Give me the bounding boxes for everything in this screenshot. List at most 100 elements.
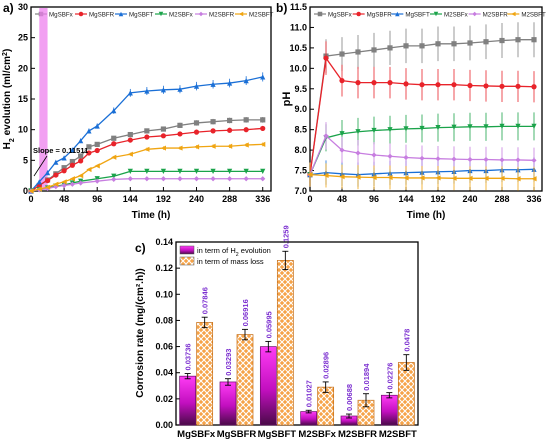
square-marker	[355, 49, 361, 55]
y-tick-label: 0.00	[155, 420, 173, 430]
triangle-up-marker	[111, 108, 117, 114]
bar	[300, 411, 318, 426]
triangle-up-marker	[210, 81, 216, 87]
triangle-up-marker	[227, 80, 233, 86]
diamond-marker	[355, 150, 361, 156]
diamond-marker	[94, 178, 100, 184]
triangle-up-marker	[127, 90, 133, 96]
bar	[179, 375, 197, 426]
x-tick-label: 192	[430, 194, 445, 204]
diamond-marker	[61, 182, 67, 189]
triangle-down-marker	[193, 168, 200, 174]
square-marker	[61, 165, 67, 171]
series-group	[307, 22, 537, 191]
triangle-up-marker	[144, 88, 150, 94]
legend-label: M2SBFT	[249, 12, 274, 19]
circle-marker	[78, 11, 84, 17]
x-tick-label: 96	[369, 194, 379, 204]
y-tick-label: 7.5	[294, 166, 307, 176]
triangle-down-marker	[435, 125, 441, 131]
circle-marker	[451, 82, 457, 88]
legend-label: MgSBFT	[405, 12, 430, 19]
legend-label: M2SBFT	[521, 12, 546, 19]
triangle-left-marker	[86, 166, 92, 173]
diamond-marker	[69, 181, 75, 187]
triangle-down-marker	[403, 126, 409, 132]
x-tick-label: 48	[59, 194, 69, 204]
text-part: in term of H	[197, 246, 236, 255]
square-marker	[387, 45, 393, 51]
circle-marker	[419, 82, 425, 88]
square-marker	[78, 153, 84, 159]
triangle-up-marker	[69, 147, 75, 153]
bar	[397, 362, 415, 426]
triangle-down-marker	[144, 168, 150, 174]
square-marker	[467, 40, 473, 46]
triangle-left-marker	[127, 151, 133, 157]
diamond-marker	[78, 180, 84, 186]
bar	[380, 394, 398, 426]
y-tick-label: 0	[23, 186, 28, 196]
triangle-up-marker	[193, 83, 200, 89]
diamond-marker	[127, 176, 133, 182]
triangle-down-marker	[177, 168, 183, 174]
triangle-down-marker	[158, 11, 164, 17]
series-M2SBFR	[307, 122, 537, 187]
diamond-marker	[435, 156, 441, 162]
triangle-left-marker	[531, 176, 537, 182]
square-marker	[243, 117, 249, 123]
y-tick-label: 7.0	[294, 186, 307, 196]
x-tick-label: 96	[92, 194, 102, 204]
triangle-up-marker	[395, 11, 400, 17]
panel-a-hydrogen-evolution: a) H2 evolution (ml/cm2) Time (h) 0 48 96 1…	[2, 1, 274, 221]
legend-label: MgSBFx	[49, 12, 74, 19]
triangle-up-marker	[86, 128, 92, 134]
triangle-left-marker	[243, 142, 249, 148]
legend-label: M2SBFR	[209, 12, 235, 19]
text-part: evolution	[239, 246, 271, 255]
x-tick-label: 0	[307, 194, 312, 204]
triangle-up-marker	[243, 78, 249, 84]
bar	[259, 346, 277, 426]
text-part: evolution (ml/cm	[2, 56, 13, 138]
x-tick-label: 336	[255, 194, 270, 204]
triangle-down-marker	[451, 124, 457, 130]
square-marker	[451, 41, 457, 47]
triangle-left-marker	[403, 175, 409, 181]
data-label: 0.0478	[402, 329, 411, 352]
square-marker	[317, 11, 323, 17]
triangle-down-marker	[515, 123, 521, 129]
y-tick-label: 11.5	[290, 2, 307, 12]
triangle-left-marker	[94, 163, 100, 169]
legend-label: MgSBFR	[89, 12, 115, 19]
y-tick-label: 8.0	[294, 145, 307, 155]
y-tick-label: 0.08	[155, 315, 173, 325]
triangle-down-marker	[227, 168, 233, 174]
triangle-up-marker	[177, 86, 183, 92]
series-MgSBFT	[28, 72, 266, 194]
y-axis-label: pH	[281, 92, 293, 107]
bar	[196, 322, 214, 426]
square-marker	[371, 47, 377, 53]
slope-annotation: Slope = 0.11511	[33, 146, 88, 177]
circle-marker	[356, 11, 361, 17]
triangle-left-marker	[193, 144, 200, 150]
panel-label: b)	[276, 1, 287, 15]
diamond-marker	[260, 176, 266, 182]
triangle-up-marker	[36, 179, 42, 185]
triangle-left-marker	[515, 176, 521, 182]
legend-label: M2SBFR	[483, 12, 509, 19]
circle-marker	[144, 134, 150, 140]
triangle-left-marker	[339, 174, 345, 180]
y-tick-label: 5	[23, 155, 28, 165]
series-MgSBFR	[307, 41, 537, 187]
diamond-marker	[323, 133, 329, 139]
diamond-marker	[467, 156, 473, 163]
text-part: 2	[9, 138, 16, 142]
triangle-down-marker	[371, 127, 377, 134]
series-M2SBFR	[28, 176, 266, 194]
y-tick-label: 15	[18, 94, 28, 104]
triangle-left-marker	[36, 186, 42, 192]
diamond-marker	[198, 11, 204, 17]
circle-marker	[371, 80, 377, 86]
